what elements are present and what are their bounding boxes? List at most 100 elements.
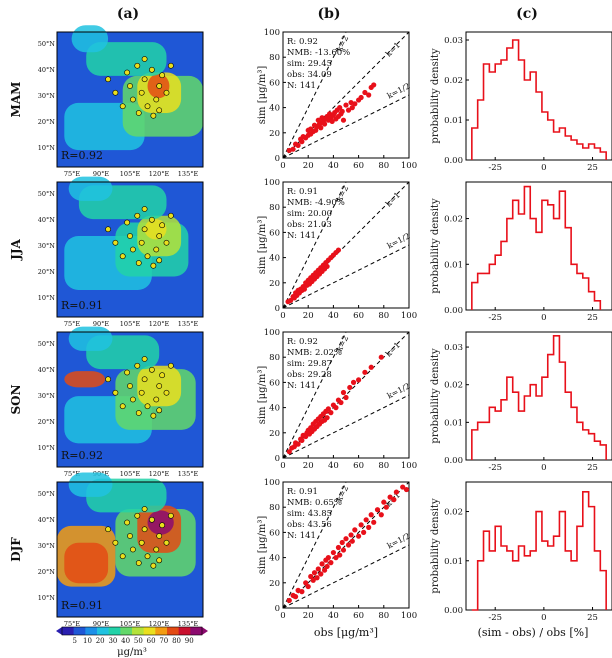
scatter-point <box>319 561 325 567</box>
scatter-point <box>315 566 321 572</box>
stat-line: NMB: 2.02% <box>287 348 342 358</box>
station-dot <box>150 262 157 269</box>
colorbar-tick-label: 60 <box>147 637 156 645</box>
stat-line: NMB: -4.90% <box>287 198 345 208</box>
colorbar-tick-label: 5 <box>72 637 76 645</box>
colorbar-swatch <box>108 627 121 635</box>
scatter-point <box>340 547 347 553</box>
stat-line: obs: 34.09 <box>287 70 332 80</box>
scatter-point <box>330 549 336 556</box>
colorbar-swatch <box>62 627 74 635</box>
scatter-point <box>314 575 320 581</box>
station-dot <box>141 526 148 533</box>
scatter-point <box>325 555 331 561</box>
reference-line-khalf <box>282 394 410 459</box>
station-dot <box>148 516 155 523</box>
colorbar-tick-label: 80 <box>172 637 181 645</box>
scatter-point <box>311 570 318 576</box>
hist-x-tick-label: -25 <box>488 313 502 323</box>
histogram-frame <box>465 181 612 311</box>
scatter-point <box>403 486 410 493</box>
scatter-y-tick-label: 20 <box>269 429 280 439</box>
station-dot <box>159 72 166 79</box>
scatter-point <box>286 597 292 604</box>
scatter-point <box>368 364 374 370</box>
station-dot <box>163 539 170 546</box>
scatter-y-tick-label: 60 <box>269 378 280 388</box>
hist-y-label: probability density <box>430 48 441 144</box>
stat-line: N: 141 <box>287 381 316 391</box>
map-frame <box>56 181 204 318</box>
hist-y-tick-label: 0.00 <box>444 306 463 316</box>
station-dot <box>112 539 119 546</box>
panel-label-c: (c) <box>516 6 538 22</box>
scatter-point <box>350 379 357 385</box>
scatter-x-tick-label: 20 <box>303 611 314 621</box>
scatter-point <box>366 92 372 98</box>
scatter-point <box>308 573 314 580</box>
scatter-x-tick-label: 20 <box>303 461 314 471</box>
scatter-point <box>356 533 362 539</box>
station-dot <box>112 89 119 96</box>
scatter-x-tick-label: 20 <box>303 311 314 321</box>
histogram-steps <box>471 334 607 460</box>
station-dot <box>167 62 174 69</box>
station-dot <box>153 396 160 403</box>
map-panel: R=0.91 75°E 90°E 105°E 120°E 135°E 50°N 40°N 30°… <box>38 176 204 328</box>
stat-line: R: 0.92 <box>287 37 318 47</box>
map-lon-tick: 105°E <box>120 320 141 328</box>
colorbar-frame <box>61 626 203 636</box>
stat-line: R: 0.92 <box>287 337 318 347</box>
stat-line: sim: 29.87 <box>287 359 332 369</box>
scatter-point <box>374 507 381 513</box>
scatter-point <box>362 89 368 96</box>
scatter-point <box>383 504 389 510</box>
station-dot <box>141 76 148 83</box>
scatter-x-tick-label: 80 <box>378 311 389 321</box>
scatter-y-tick-label: 80 <box>269 353 280 363</box>
scatter-point <box>361 529 367 536</box>
panel-label-a: (a) <box>117 6 139 22</box>
stat-line: sim: 20.00 <box>287 209 332 219</box>
stat-line: R: 0.91 <box>287 487 318 497</box>
hist-y-tick-label: 0.03 <box>444 36 463 46</box>
map-lat-tick: 50°N <box>38 490 56 498</box>
hist-y-tick-label: 0.01 <box>444 260 463 270</box>
station-dot <box>138 539 145 546</box>
station-dot <box>134 362 141 369</box>
station-dot <box>119 253 126 260</box>
scatter-point <box>287 297 294 304</box>
scatter-point <box>393 489 399 495</box>
station-dot <box>112 389 119 396</box>
station-dot <box>163 239 170 246</box>
station-dot <box>138 389 145 396</box>
scatter-point <box>321 567 328 573</box>
colorbar-tick-label: 70 <box>159 637 168 645</box>
scatter-x-tick-label: 100 <box>401 461 417 471</box>
scatter-point <box>381 499 387 505</box>
colorbar-swatch <box>178 627 191 635</box>
station-dot <box>130 96 136 103</box>
station-dot <box>127 383 133 389</box>
map-lat-tick: 20°N <box>38 118 56 126</box>
scatter-y-tick-label: 40 <box>269 404 280 414</box>
scatter-point <box>400 484 406 490</box>
station-dot <box>148 66 155 73</box>
station-dot <box>105 526 111 533</box>
station-dot <box>156 557 163 564</box>
station-dot <box>163 89 170 96</box>
scatter-point <box>318 571 324 577</box>
scatter-x-tick-label: 40 <box>328 161 339 171</box>
scatter-point <box>378 512 384 518</box>
scatter-point <box>328 410 334 416</box>
scatter-y-tick-label: 80 <box>269 203 280 213</box>
hist-x-tick-label: -25 <box>488 163 502 173</box>
map-lon-tick: 90°E <box>93 170 110 178</box>
map-frame <box>56 331 204 468</box>
scatter-y-tick-label: 60 <box>269 78 280 88</box>
